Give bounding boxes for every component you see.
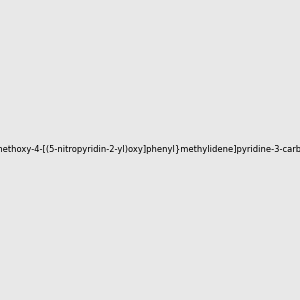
Text: N'-[(E)-{3-methoxy-4-[(5-nitropyridin-2-yl)oxy]phenyl}methylidene]pyridine-3-car: N'-[(E)-{3-methoxy-4-[(5-nitropyridin-2-…: [0, 146, 300, 154]
